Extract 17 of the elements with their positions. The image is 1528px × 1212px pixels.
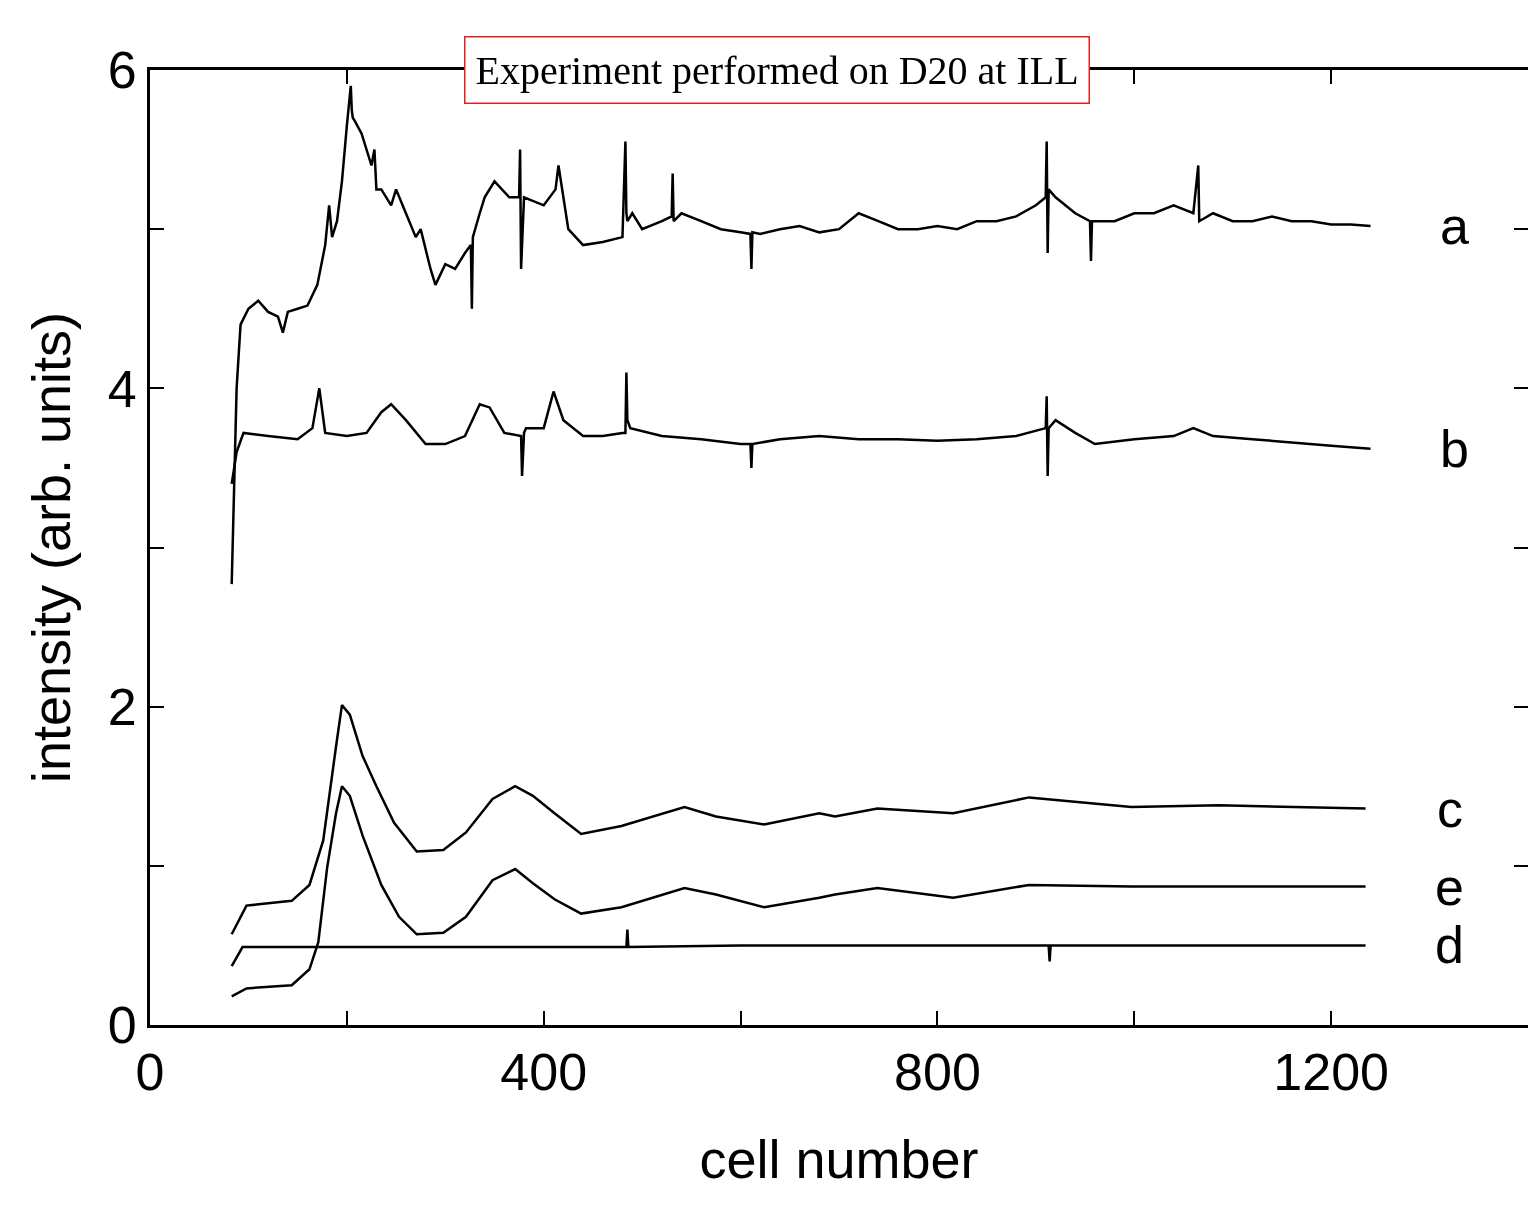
x-axis-title: cell number bbox=[699, 1128, 979, 1189]
y-tick-label: 2 bbox=[107, 677, 137, 736]
y-tick-label: 4 bbox=[107, 359, 137, 418]
line-series bbox=[230, 785, 1367, 998]
y-axis-title: intensity (arb. units) bbox=[21, 311, 82, 784]
x-tick-label: 1200 bbox=[1273, 1043, 1389, 1102]
series-label: d bbox=[1435, 916, 1464, 974]
legend-label: e bbox=[1435, 858, 1464, 916]
x-tick-label: 800 bbox=[894, 1043, 981, 1102]
line-series bbox=[230, 703, 1367, 936]
x-tick-label: 400 bbox=[500, 1043, 588, 1102]
series-label: b bbox=[1440, 420, 1469, 478]
y-tick-label: 0 bbox=[107, 996, 137, 1055]
chart-title: Experiment performed on D20 at ILL bbox=[475, 47, 1079, 93]
series-label: c bbox=[1437, 780, 1463, 838]
y-tick-label: 6 bbox=[107, 41, 137, 100]
legend-label: a bbox=[1440, 197, 1469, 255]
